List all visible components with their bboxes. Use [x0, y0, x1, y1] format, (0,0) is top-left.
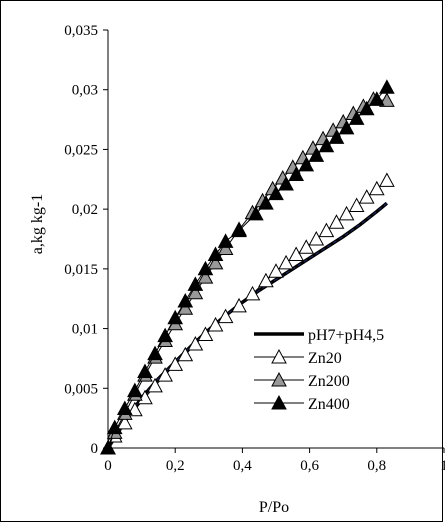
data-point — [197, 326, 214, 341]
series-triangle-filled — [100, 79, 395, 455]
series-line-inner — [107, 202, 388, 449]
axes — [107, 30, 444, 449]
data-point — [318, 222, 335, 238]
data-point — [207, 316, 224, 332]
data-point — [308, 230, 325, 246]
y-tick-label: 0,005 — [64, 381, 98, 397]
x-tick-label: 0,8 — [367, 458, 386, 474]
y-tick-label: 0 — [91, 441, 99, 457]
data-point — [268, 185, 284, 201]
data-point — [157, 327, 173, 343]
legend: pH7+pH4,5 Zn20 Zn200 Zn400 — [254, 327, 384, 413]
data-point — [197, 260, 214, 276]
data-point — [308, 147, 325, 162]
data-point — [207, 246, 224, 261]
legend-swatch-marker — [271, 348, 287, 364]
data-point — [167, 309, 184, 325]
data-point — [197, 269, 214, 284]
data-point — [127, 382, 143, 398]
y-tick-label: 0,02 — [72, 202, 98, 218]
data-point — [100, 439, 116, 455]
data-point — [244, 285, 261, 301]
x-tick-label: 0 — [104, 458, 112, 474]
x-ticks: 0 0,2 0,4 0,6 0,8 1 — [104, 448, 445, 474]
data-point — [157, 367, 173, 382]
data-point — [217, 308, 234, 324]
data-point — [348, 110, 365, 125]
data-point — [358, 100, 375, 116]
y-axis-label: a,kg kg-1 — [29, 194, 46, 254]
data-point — [231, 297, 247, 313]
data-point — [167, 356, 184, 371]
data-point — [106, 419, 123, 435]
data-point — [248, 205, 264, 221]
data-point — [268, 263, 284, 278]
data-point — [298, 239, 315, 254]
data-point — [358, 189, 375, 204]
x-tick-label: 0,4 — [233, 458, 252, 474]
data-point — [127, 401, 143, 417]
data-point — [258, 195, 274, 210]
y-tick-label: 0,01 — [72, 322, 98, 338]
data-point — [147, 345, 163, 361]
y-tick-label: 0,035 — [64, 23, 98, 39]
data-point — [328, 129, 345, 144]
data-point — [231, 222, 247, 238]
y-tick-label: 0,025 — [64, 142, 98, 158]
x-tick-label: 1 — [440, 458, 445, 474]
data-point — [278, 254, 294, 270]
legend-label: pH7+pH4,5 — [308, 327, 384, 344]
legend-swatch-marker — [271, 371, 287, 387]
data-point — [338, 205, 355, 221]
plot-area — [100, 79, 395, 455]
legend-label: Zn400 — [308, 396, 350, 413]
data-point — [258, 272, 274, 288]
x-tick-label: 0,6 — [300, 458, 319, 474]
data-point — [278, 176, 294, 191]
data-point — [116, 400, 133, 416]
data-point — [318, 137, 335, 153]
y-tick-label: 0,015 — [64, 262, 98, 278]
legend-label: Zn20 — [308, 350, 342, 367]
data-point — [187, 336, 204, 351]
data-point — [348, 197, 365, 213]
data-point — [379, 172, 395, 187]
data-point — [328, 214, 345, 229]
y-ticks: 0 0,005 0,01 0,015 0,02 0,025 0,03 0,035 — [64, 23, 108, 457]
data-point — [217, 233, 234, 248]
data-point — [147, 377, 163, 393]
data-point — [288, 246, 304, 261]
data-point — [368, 180, 385, 196]
data-point — [177, 346, 194, 362]
data-point — [217, 240, 234, 256]
data-point — [368, 91, 385, 106]
legend-label: Zn200 — [308, 373, 350, 390]
y-tick-label: 0,03 — [72, 83, 98, 99]
data-point — [379, 92, 395, 107]
data-point — [137, 363, 153, 379]
data-point — [177, 293, 194, 308]
data-point — [116, 414, 133, 430]
legend-swatch-marker — [271, 394, 287, 410]
data-point — [338, 119, 355, 135]
x-tick-label: 0,2 — [166, 458, 185, 474]
data-point — [187, 284, 204, 300]
data-point — [207, 254, 224, 270]
data-point — [298, 156, 315, 172]
data-point — [379, 79, 395, 94]
series-line — [107, 87, 388, 449]
x-axis-label: P/Po — [259, 499, 289, 516]
data-point — [288, 166, 304, 181]
data-point — [187, 276, 204, 291]
